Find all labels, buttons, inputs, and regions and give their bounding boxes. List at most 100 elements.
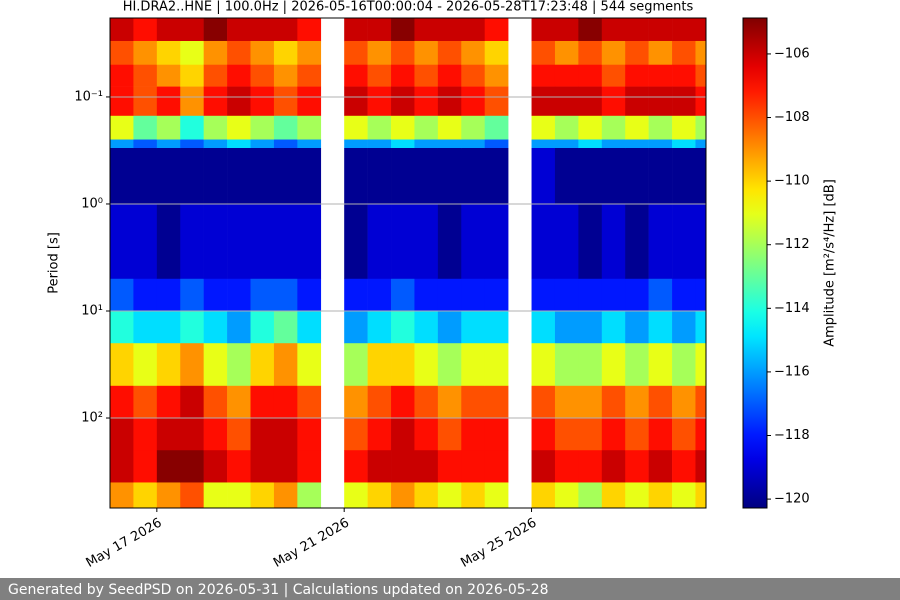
heatmap-cell [156,40,181,66]
heatmap-cell [180,40,204,66]
heatmap-cell [648,418,673,451]
heatmap-cell [227,86,251,117]
heatmap-cell [578,418,603,451]
heatmap-cell [344,450,368,483]
plot-frame [109,17,707,509]
heatmap-cell [461,139,485,149]
heatmap-cell [227,18,251,42]
heatmap-cell [367,40,392,66]
heatmap-cell [156,418,181,451]
heatmap-cell [273,418,298,451]
heatmap-cell [695,64,706,87]
heatmap-cell [672,64,696,87]
heatmap-cell [578,450,603,483]
heatmap-cell [484,64,509,87]
heatmap-cell [625,139,649,149]
heatmap-cell [672,139,696,149]
heatmap-cell [648,148,673,205]
heatmap-cell [133,450,158,483]
heatmap-cell [133,418,158,451]
heatmap-cell [273,139,298,149]
heatmap-cell [578,115,603,140]
heatmap-cell [391,450,415,483]
heatmap-cell [227,115,251,140]
heatmap-cell [227,148,251,205]
heatmap-cell [695,203,706,280]
heatmap-cell [227,139,251,149]
heatmap-cell [437,310,462,344]
heatmap-cell [695,418,706,451]
heatmap-cell [484,148,509,205]
heatmap-cell [695,148,706,205]
heatmap-cell [156,18,181,42]
heatmap-cell [672,343,696,387]
heatmap-cell [578,40,603,66]
heatmap-cell [461,278,485,312]
heatmap-cell [484,310,509,344]
heatmap-cell [250,148,275,205]
heatmap-cell [344,148,368,205]
heatmap-cell [578,482,603,508]
heatmap-cell [297,86,322,117]
heatmap-cell [414,86,439,117]
heatmap-cell [273,203,298,280]
heatmap-cell [391,343,415,387]
heatmap-cell [437,450,462,483]
heatmap-cell [554,482,579,508]
heatmap-cell [297,310,322,344]
x-tick-label: May 17 2026 [84,516,165,571]
heatmap-cell [250,40,275,66]
heatmap-cell [391,18,415,42]
heatmap-cell [203,203,228,280]
heatmap-cell [437,278,462,312]
heatmap-cell [227,385,251,419]
heatmap-cell [437,86,462,117]
heatmap-cell [695,343,706,387]
heatmap-cell [344,18,368,42]
heatmap-cell [344,203,368,280]
heatmap-cell [273,40,298,66]
heatmap-cell [414,115,439,140]
heatmap-cell [110,385,134,419]
heatmap-cell [625,203,649,280]
heatmap-cell [344,418,368,451]
heatmap-cell [344,310,368,344]
heatmap-cell [203,385,228,419]
heatmap-cell [203,18,228,42]
heatmap-cell [531,418,556,451]
heatmap-cell [578,18,603,42]
heatmap-cell [156,450,181,483]
heatmap-cell [391,86,415,117]
heatmap-cell [391,278,415,312]
heatmap-cell [250,450,275,483]
heatmap-cell [391,310,415,344]
heatmap-cell [648,203,673,280]
heatmap-cell [461,115,485,140]
heatmap-cell [156,148,181,205]
heatmap-cell [625,385,649,419]
heatmap-cell [601,64,626,87]
heatmap-cell [203,86,228,117]
heatmap-cell [203,450,228,483]
heatmap-cell [203,40,228,66]
heatmap-cell [672,278,696,312]
heatmap-cell [554,115,579,140]
heatmap-cell [367,139,392,149]
heatmap-cell [344,343,368,387]
heatmap-cell [133,385,158,419]
heatmap-cell [250,418,275,451]
heatmap-cell [672,86,696,117]
heatmap-cell [297,418,322,451]
heatmap-cell [461,18,485,42]
heatmap-cell [601,139,626,149]
heatmap-cell [554,148,579,205]
heatmap-cell [531,343,556,387]
heatmap-cell [648,40,673,66]
heatmap-cell [414,139,439,149]
heatmap-cell [672,310,696,344]
heatmap-cell [227,40,251,66]
heatmap-cell [437,40,462,66]
heatmap-cell [461,40,485,66]
heatmap-cell [110,86,134,117]
